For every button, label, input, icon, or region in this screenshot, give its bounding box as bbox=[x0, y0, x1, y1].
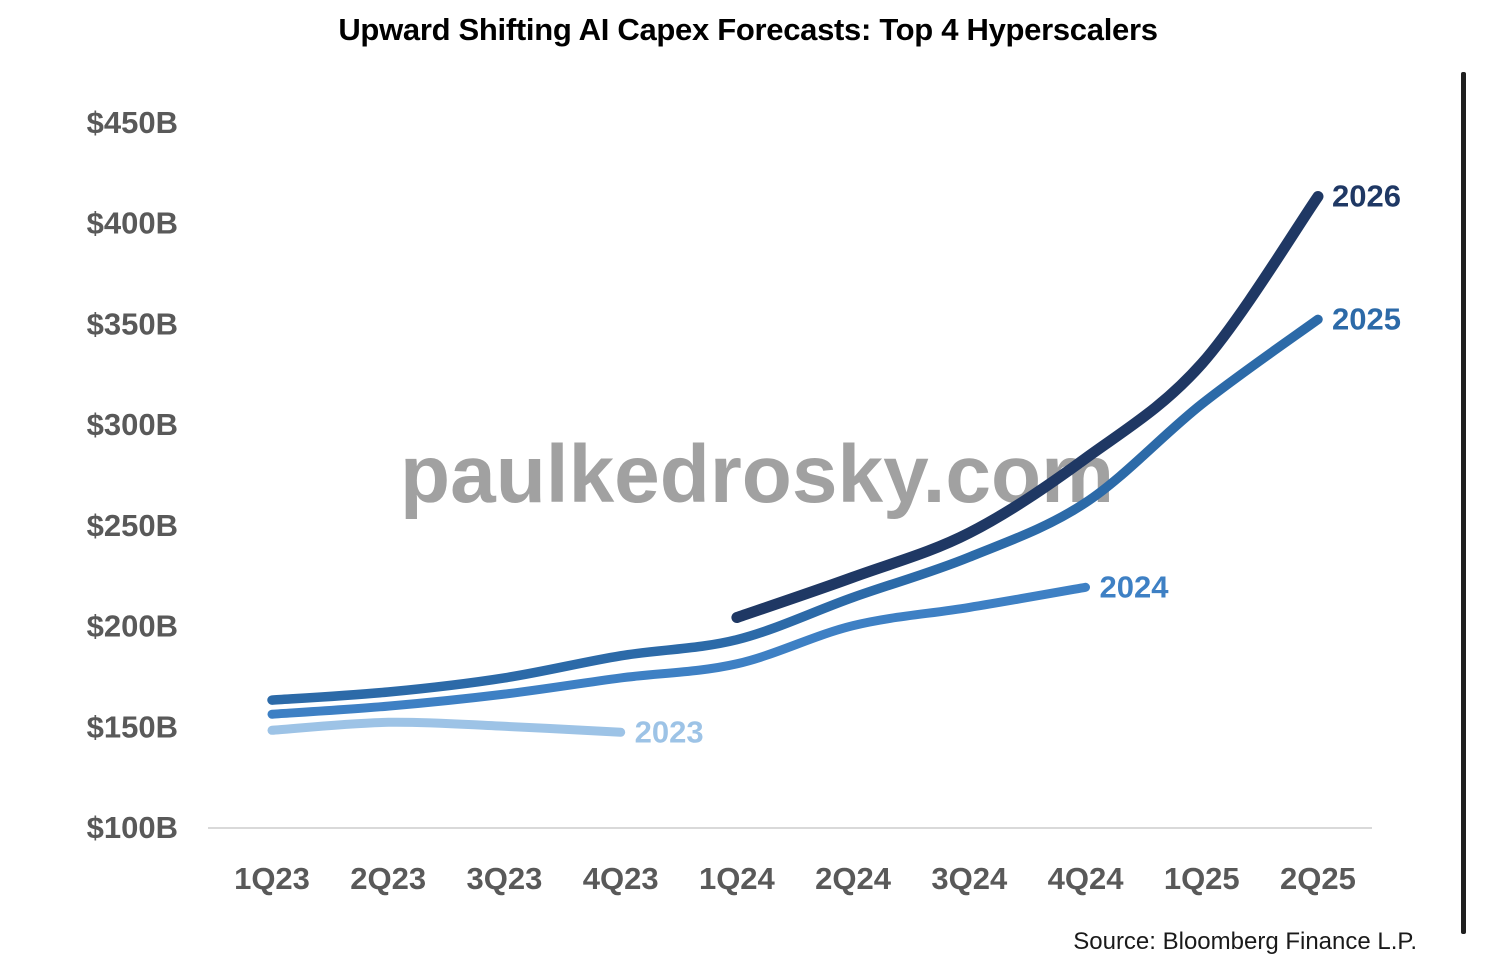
chart-title: Upward Shifting AI Capex Forecasts: Top … bbox=[338, 12, 1158, 47]
x-axis-tick-label: 3Q24 bbox=[931, 861, 1008, 896]
y-axis-tick-label: $300B bbox=[87, 407, 178, 442]
y-axis-tick-label: $400B bbox=[87, 206, 178, 241]
y-axis-tick-label: $350B bbox=[87, 306, 178, 341]
x-axis-tick-label: 3Q23 bbox=[467, 861, 543, 896]
watermark-text: paulkedrosky.com bbox=[400, 429, 1114, 520]
y-axis-tick-label: $450B bbox=[87, 105, 178, 140]
x-axis-tick-label: 2Q24 bbox=[815, 861, 892, 896]
series-label-2023: 2023 bbox=[635, 714, 704, 749]
series-line-2026 bbox=[731, 191, 1324, 623]
series-line-2024 bbox=[267, 582, 1090, 719]
series-line-2023 bbox=[267, 717, 626, 737]
y-axis-tick-label: $100B bbox=[87, 810, 178, 845]
x-axis-tick-label: 2Q25 bbox=[1280, 861, 1356, 896]
x-axis-tick-label: 4Q24 bbox=[1048, 861, 1125, 896]
series-label-2025: 2025 bbox=[1332, 301, 1401, 336]
x-axis-tick-label: 4Q23 bbox=[583, 861, 659, 896]
x-axis-tick-label: 1Q23 bbox=[234, 861, 310, 896]
y-axis-tick-label: $250B bbox=[87, 508, 178, 543]
right-border-bar bbox=[1461, 72, 1466, 934]
y-axis-tick-label: $200B bbox=[87, 609, 178, 644]
x-axis-tick-label: 2Q23 bbox=[350, 861, 426, 896]
y-axis-tick-label: $150B bbox=[87, 709, 178, 744]
series-label-2026: 2026 bbox=[1332, 179, 1401, 214]
series-line-2025 bbox=[267, 314, 1323, 705]
x-axis-tick-label: 1Q24 bbox=[699, 861, 776, 896]
x-axis-tick-label: 1Q25 bbox=[1164, 861, 1240, 896]
source-attribution: Source: Bloomberg Finance L.P. bbox=[1073, 928, 1417, 955]
series-label-2024: 2024 bbox=[1100, 569, 1170, 604]
